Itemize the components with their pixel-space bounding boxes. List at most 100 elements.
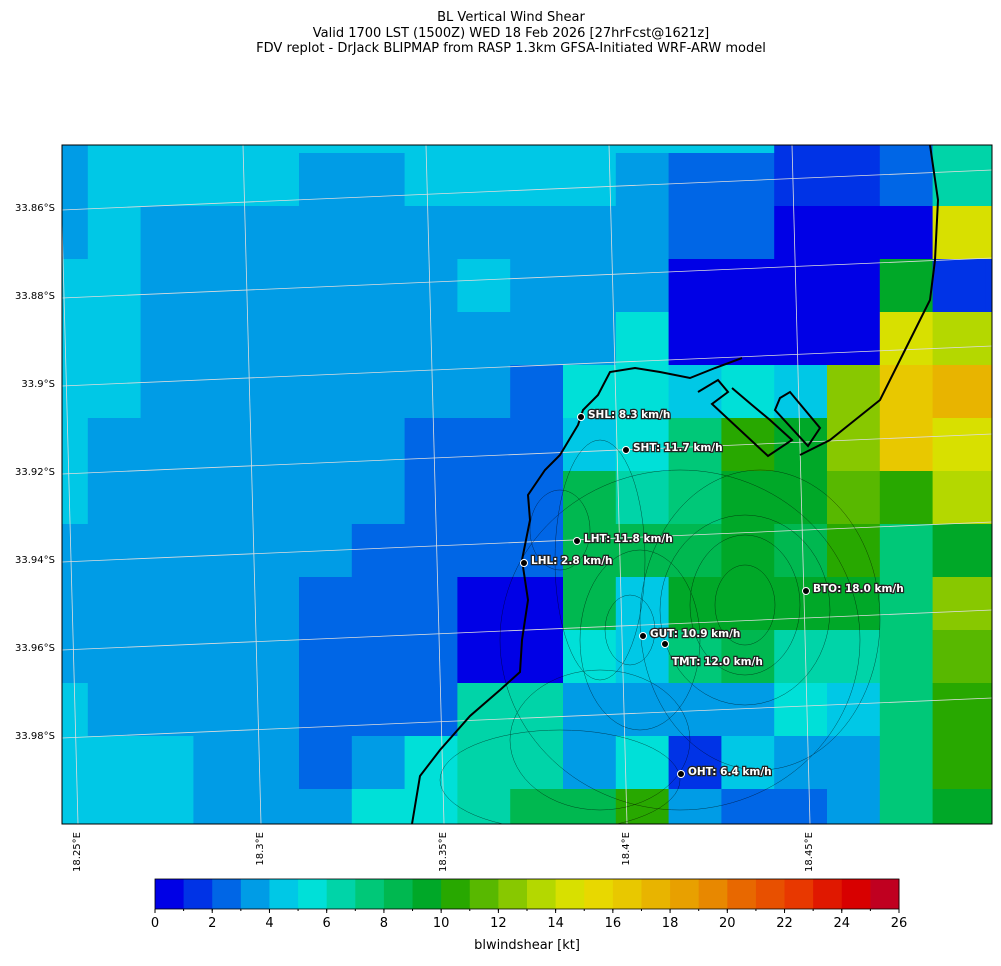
grid-cell — [62, 153, 89, 207]
colorbar-tick-label: 0 — [151, 916, 159, 931]
grid-cell — [457, 145, 511, 154]
grid-cell — [62, 789, 89, 824]
contours — [439, 439, 881, 824]
grid-cell — [879, 577, 934, 631]
grid-cell — [615, 736, 670, 790]
grid-cell — [563, 577, 617, 631]
colorbar-tick-label: 24 — [833, 916, 850, 931]
grid-cell — [351, 789, 406, 824]
grid-cell — [668, 259, 722, 313]
grid-cell — [246, 145, 300, 154]
grid-cell — [62, 736, 89, 790]
grid-cell — [985, 153, 992, 207]
station-label: OHT: 6.4 km/h — [688, 766, 772, 778]
grid-cell — [985, 577, 992, 631]
grid-cell — [774, 789, 828, 824]
grid-cell — [932, 524, 986, 578]
grid-cell — [668, 312, 722, 366]
grid-cell — [985, 471, 992, 525]
grid-cell — [140, 524, 194, 578]
grid-cell — [62, 577, 89, 631]
grid-cell — [246, 206, 300, 260]
colorbar-swatch — [498, 879, 528, 909]
grid-cell — [404, 259, 458, 313]
grid-cell — [299, 145, 353, 154]
harbour — [697, 378, 794, 458]
grid-cell — [87, 736, 142, 790]
grid-cell — [351, 736, 406, 790]
colorbar-swatch — [269, 879, 299, 909]
grid-cell — [563, 206, 617, 260]
grid-cell — [615, 259, 670, 313]
grid-cell — [140, 312, 194, 366]
colorbar-swatch — [813, 879, 843, 909]
lat-label: 33.9°S — [21, 379, 55, 390]
colorbar-tick-label: 18 — [662, 916, 679, 931]
grid — [62, 145, 992, 824]
grid-cell — [246, 153, 300, 207]
grid-cell — [932, 365, 986, 419]
lon-line — [242, 145, 262, 824]
grid-cell — [615, 153, 670, 207]
grid-cell — [827, 365, 881, 419]
grid-cell — [351, 145, 406, 154]
grid-cell — [404, 365, 458, 419]
colorbar-swatch — [784, 879, 814, 909]
grid-cell — [404, 145, 458, 154]
grid-cell — [457, 577, 511, 631]
grid-cell — [404, 418, 458, 472]
grid-cell — [510, 206, 564, 260]
colorbar-tick-label: 14 — [547, 916, 564, 931]
station-dot — [661, 640, 669, 648]
colorbar-swatch — [441, 879, 471, 909]
grid-cell — [510, 365, 564, 419]
grid-cell — [404, 471, 458, 525]
grid-cell — [827, 471, 881, 525]
grid-cell — [563, 524, 617, 578]
grid-cell — [563, 789, 617, 824]
grid-cell — [721, 736, 775, 790]
grid-cell — [985, 259, 992, 313]
grid-cell — [774, 630, 828, 684]
coastline-east — [799, 145, 940, 456]
grid-cell — [246, 683, 300, 737]
colorbar-swatch — [383, 879, 414, 909]
grid-cell — [246, 312, 300, 366]
grid-cell — [404, 683, 458, 737]
station-dot — [520, 559, 528, 567]
grid-cell — [774, 153, 828, 207]
subtitle: Valid 1700 LST (1500Z) WED 18 Feb 2026 [… — [313, 26, 709, 41]
lat-label: 33.86°S — [15, 203, 55, 214]
lon-line — [608, 145, 628, 824]
grid-cell — [827, 736, 881, 790]
grid-cell — [879, 471, 934, 525]
lat-label: 33.94°S — [15, 555, 55, 566]
grid-cell — [457, 789, 511, 824]
grid-cell — [879, 630, 934, 684]
grid-cell — [193, 418, 247, 472]
grid-cell — [62, 524, 89, 578]
grid-cell — [668, 736, 722, 790]
station-dot — [802, 587, 810, 595]
grid-cell — [774, 206, 828, 260]
grid-cell — [457, 630, 511, 684]
grid-cell — [932, 418, 986, 472]
grid-cell — [721, 789, 775, 824]
station-dot — [573, 537, 581, 545]
grid-cell — [774, 524, 828, 578]
grid-cell — [351, 153, 406, 207]
grid-cell — [510, 736, 564, 790]
grid-cell — [404, 153, 458, 207]
station-label: GUT: 10.9 km/h — [650, 628, 740, 640]
terrain — [411, 145, 940, 824]
grid-cell — [457, 312, 511, 366]
station-label: LHL: 2.8 km/h — [531, 555, 613, 567]
lat-line — [62, 169, 992, 211]
grid-cell — [668, 418, 722, 472]
colorbar-swatch — [183, 879, 213, 909]
grid-cell — [193, 153, 247, 207]
colorbar-swatch — [670, 879, 700, 909]
grid-cell — [87, 418, 142, 472]
grid-cell — [457, 365, 511, 419]
